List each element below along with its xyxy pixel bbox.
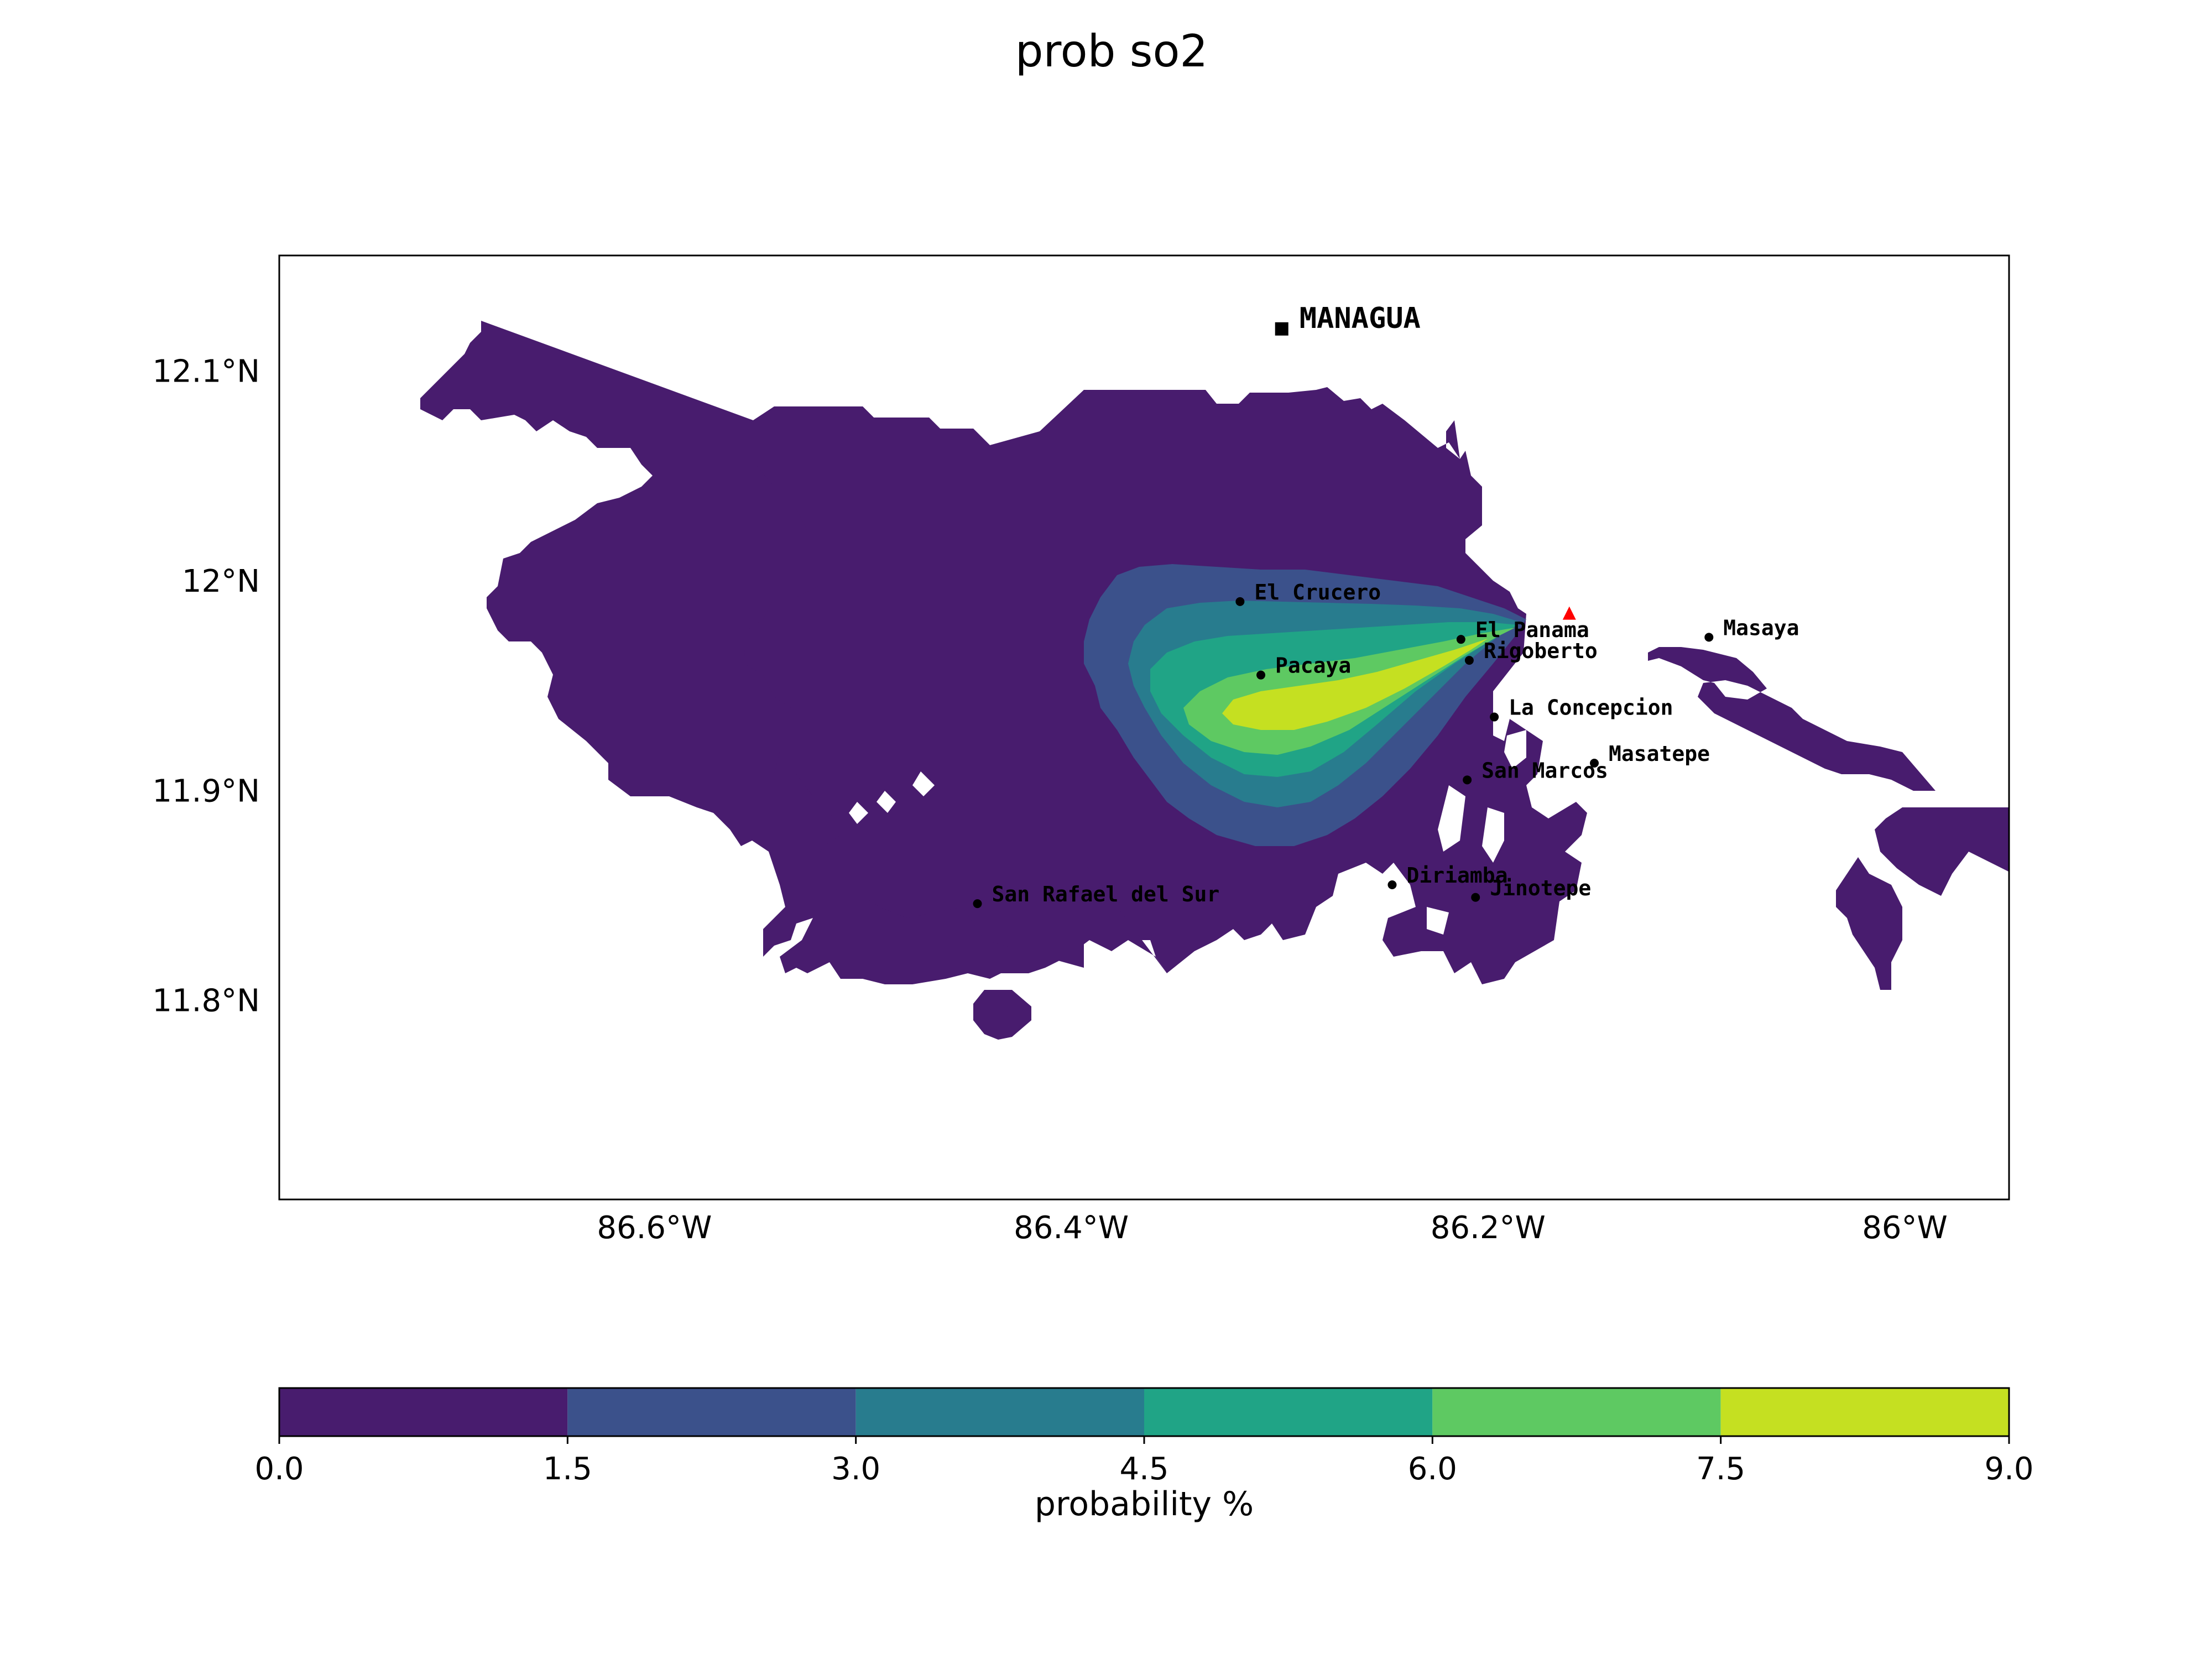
colorbar-segment	[1144, 1388, 1433, 1436]
city-label: Jinotepe	[1490, 876, 1591, 900]
volcano-icon	[1562, 606, 1576, 620]
city-marker	[1471, 893, 1480, 902]
colorbar-segment	[279, 1388, 568, 1436]
latitude-ticks: 12.1°N 12°N 11.9°N 11.8°N	[152, 354, 260, 1019]
figure-title: prob so2	[1015, 25, 1208, 77]
colorbar-tick-label: 4.5	[1119, 1451, 1168, 1487]
capital-label: MANAGUA	[1300, 302, 1421, 335]
contour-level-0-west	[744, 390, 1084, 968]
map-frame	[278, 254, 2010, 1201]
lat-tick-label: 12.1°N	[152, 354, 260, 390]
city-marker	[1456, 635, 1465, 644]
colorbar-tick-label: 0.0	[254, 1451, 304, 1487]
city-label: Masatepe	[1609, 742, 1710, 766]
colorbar-segment	[1720, 1388, 2009, 1436]
lat-tick-label: 12°N	[182, 564, 260, 599]
contour-level-0-east-island	[1648, 647, 1936, 791]
city-marker	[1387, 880, 1397, 889]
nodata-holes	[849, 708, 1526, 935]
colorbar-label: probability %	[1035, 1485, 1254, 1524]
city-label: Masaya	[1723, 615, 1799, 640]
colorbar-segment	[567, 1388, 856, 1436]
colorbar-tick-label: 3.0	[831, 1451, 880, 1487]
lat-tick-label: 11.9°N	[152, 773, 260, 809]
colorbar-segment	[855, 1388, 1144, 1436]
contour-level-0-south-blob	[973, 990, 1031, 1040]
colorbar-tick-label: 7.5	[1696, 1451, 1745, 1487]
city-label: Rigoberto	[1484, 639, 1598, 663]
so2-probability-field	[420, 321, 2009, 1040]
colorbar-segment	[1432, 1388, 1721, 1436]
city-label: El Crucero	[1254, 580, 1381, 604]
city-marker	[973, 899, 982, 909]
city-marker	[1235, 597, 1245, 606]
contour-level-0-far-east	[1836, 807, 2009, 990]
longitude-ticks: 86.6°W 86.4°W 86.2°W 86°W	[597, 1210, 1948, 1246]
city-label: La Concepcion	[1509, 696, 1673, 720]
city-label: Pacaya	[1275, 654, 1351, 678]
city-label: Diriamba	[1406, 863, 1507, 888]
colorbar-tick-label: 1.5	[543, 1451, 592, 1487]
city-label: San Marcos	[1481, 758, 1608, 782]
city-marker	[1256, 670, 1266, 680]
colorbar-tick-label: 6.0	[1408, 1451, 1457, 1487]
city-marker	[1490, 712, 1499, 722]
lon-tick-label: 86.6°W	[597, 1210, 712, 1246]
city-marker	[1704, 633, 1714, 642]
city-marker	[1590, 758, 1599, 768]
city-label: El Panama	[1475, 618, 1589, 642]
city-label: San Rafael del Sur	[992, 882, 1220, 906]
colorbar-tick-label: 9.0	[1984, 1451, 2033, 1487]
map-panel: 12.1°N 12°N 11.9°N 11.8°N 86.6°W 86.4°W 86.2°…	[152, 254, 2010, 1246]
city-marker	[1464, 656, 1474, 665]
colorbar: 0.0 1.5 3.0 4.5 6.0 7.5 9.0 probability %	[254, 1387, 2034, 1524]
contour-level-5	[1222, 639, 1488, 730]
lon-tick-label: 86°W	[1862, 1210, 1948, 1246]
lon-tick-label: 86.4°W	[1014, 1210, 1129, 1246]
lon-tick-label: 86.2°W	[1431, 1210, 1546, 1246]
city-marker	[1463, 775, 1472, 785]
lat-tick-label: 11.8°N	[152, 983, 260, 1019]
capital-marker	[1275, 322, 1288, 336]
